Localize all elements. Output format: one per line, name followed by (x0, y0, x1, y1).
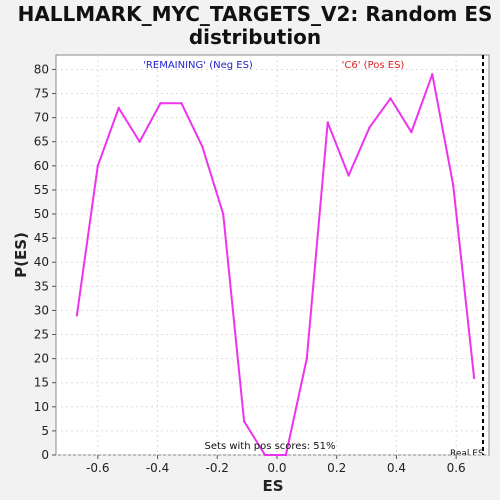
data-point (75, 314, 79, 317)
real-es-label: Real ES (450, 449, 484, 459)
data-point (347, 174, 350, 177)
x-tick-label: 0.6 (447, 461, 466, 475)
data-point (201, 145, 204, 148)
data-point (305, 357, 309, 360)
y-tick-label: 45 (34, 231, 49, 245)
x-tick-label: 0.2 (327, 461, 346, 475)
pos-scores-label: Sets with pos scores: 51% (205, 441, 336, 452)
series-points (75, 73, 476, 457)
plot-area (55, 54, 490, 456)
y-tick-label: 75 (34, 87, 49, 101)
data-point (368, 126, 371, 129)
y-axis-label: P(ES) (12, 232, 30, 278)
x-tick-label: 0.4 (387, 461, 406, 475)
neg-es-label: 'REMAINING' (Neg ES) (143, 60, 253, 71)
data-point (222, 212, 225, 216)
x-axis-label: ES (262, 477, 283, 495)
y-tick-label: 50 (34, 207, 49, 221)
y-tick-label: 40 (34, 255, 49, 269)
data-point (451, 183, 455, 187)
x-tick-label: -0.4 (146, 461, 169, 475)
y-tick-label: 30 (34, 303, 49, 317)
data-point (117, 106, 120, 110)
data-point (410, 130, 413, 134)
chart-title-line-2: distribution (189, 25, 321, 49)
grid-lines (56, 55, 489, 456)
x-axis-ticks: -0.6 -0.4 -0.2 0.0 0.2 0.4 0.6 (86, 455, 466, 475)
y-tick-label: 0 (41, 448, 49, 462)
x-tick-label: -0.6 (86, 461, 109, 475)
y-tick-label: 60 (34, 159, 49, 173)
x-tick-label: -0.2 (206, 461, 229, 475)
data-point (472, 376, 476, 380)
data-point (326, 121, 329, 124)
y-tick-label: 15 (34, 376, 49, 390)
data-point (263, 453, 267, 457)
data-point (242, 420, 246, 423)
x-tick-label: 0.0 (267, 461, 286, 475)
data-point (389, 97, 392, 100)
y-tick-label: 10 (34, 400, 49, 414)
y-tick-label: 55 (34, 183, 49, 197)
y-tick-label: 20 (34, 352, 49, 366)
y-tick-label: 70 (34, 111, 49, 125)
pos-es-label: 'C6' (Pos ES) (342, 60, 405, 71)
series-line (75, 73, 476, 456)
chart-title-line-1: HALLMARK_MYC_TARGETS_V2: Random ES (18, 2, 493, 26)
data-point (159, 101, 162, 105)
data-point (96, 164, 100, 168)
y-tick-label: 80 (34, 62, 49, 76)
y-tick-label: 65 (34, 135, 49, 149)
y-tick-label: 5 (41, 424, 49, 438)
data-point (138, 140, 141, 143)
data-point (284, 453, 288, 457)
data-point (180, 101, 183, 105)
y-axis-ticks: 0 5 10 15 20 25 30 35 40 45 50 55 60 65 70 75 80 (34, 62, 56, 462)
y-tick-label: 25 (34, 328, 49, 342)
data-point (431, 73, 434, 76)
y-tick-label: 35 (34, 279, 49, 293)
